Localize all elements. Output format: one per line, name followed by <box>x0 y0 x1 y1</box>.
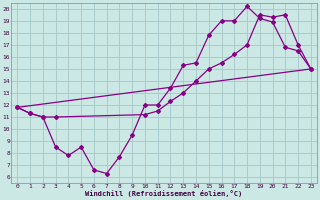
X-axis label: Windchill (Refroidissement éolien,°C): Windchill (Refroidissement éolien,°C) <box>85 190 243 197</box>
